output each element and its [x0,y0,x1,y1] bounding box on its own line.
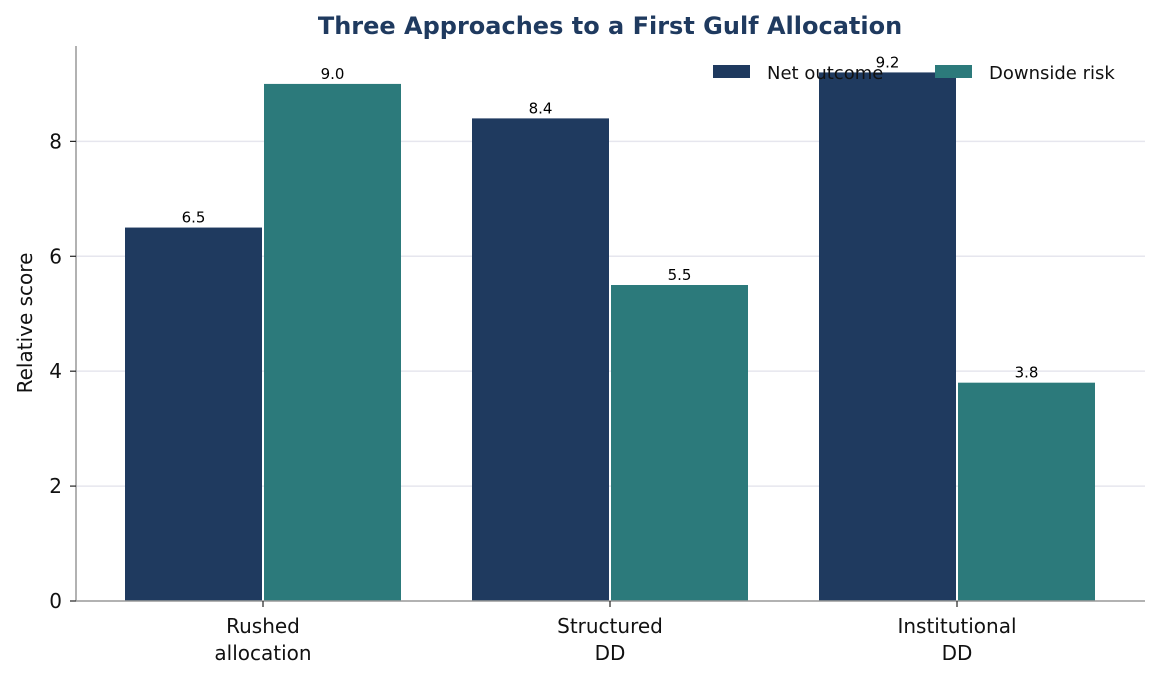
data-label: 6.5 [182,209,206,227]
data-label: 9.0 [321,65,345,83]
y-tick-label: 8 [49,129,62,153]
data-label: 8.4 [529,99,553,117]
y-tick-label: 4 [49,359,62,383]
y-tick-label: 6 [49,244,62,268]
data-label: 3.8 [1015,364,1039,382]
bar [819,72,956,601]
data-labels: 6.5 9.0 8.4 5.5 9.2 3.8 [182,53,1039,381]
bar [611,285,748,601]
bars [125,72,1095,602]
legend-swatch [713,65,750,78]
legend-label: Net outcome [767,63,883,84]
x-tick-label-line: DD [595,641,626,665]
y-axis-title: Relative score [13,253,37,394]
chart-title: Three Approaches to a First Gulf Allocat… [318,12,902,40]
y-tick-label: 2 [49,474,62,498]
legend: Net outcome Downside risk [713,63,1115,84]
legend-label: Downside risk [989,63,1115,84]
bar [958,382,1095,601]
x-tick-label-line: Structured [557,614,663,638]
legend-swatch [935,65,972,78]
x-tick-label-line: Rushed [226,614,300,638]
data-label: 5.5 [668,266,692,284]
x-tick-label-line: DD [942,641,973,665]
bar [264,83,401,602]
x-tick-label-line: Institutional [897,614,1016,638]
bar [125,227,262,601]
x-tick-label: Rushed allocation [214,614,311,665]
x-tick-label: Structured DD [557,614,663,665]
y-tick-label: 0 [49,589,62,613]
bar [472,118,609,602]
x-tick-label-line: allocation [214,641,311,665]
x-tick-label: Institutional DD [897,614,1016,665]
y-ticks: 0 2 4 6 8 [49,129,76,613]
data-label: 9.2 [876,53,900,71]
